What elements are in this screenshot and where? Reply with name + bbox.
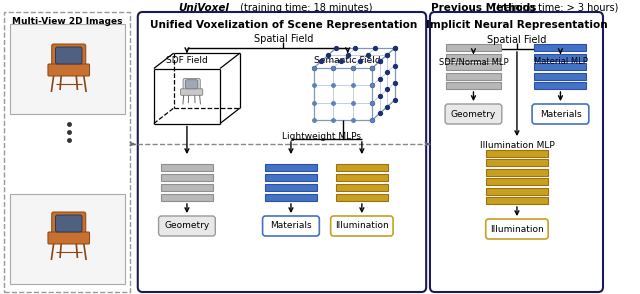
Bar (161, 174, 213, 181)
Text: Previous Methods: Previous Methods (431, 3, 536, 13)
Bar (446, 44, 501, 51)
FancyBboxPatch shape (56, 215, 82, 232)
Bar (486, 168, 548, 176)
Text: Materials: Materials (540, 109, 581, 118)
FancyBboxPatch shape (48, 232, 90, 244)
Bar (161, 184, 213, 191)
FancyBboxPatch shape (445, 104, 502, 124)
Bar (534, 82, 586, 89)
FancyBboxPatch shape (183, 78, 200, 90)
Bar (336, 174, 388, 181)
FancyBboxPatch shape (186, 80, 198, 89)
FancyBboxPatch shape (532, 104, 589, 124)
Bar (446, 73, 501, 79)
FancyBboxPatch shape (52, 212, 86, 234)
Bar (161, 164, 213, 171)
Text: Spatial Field: Spatial Field (487, 35, 547, 45)
FancyBboxPatch shape (331, 216, 393, 236)
Text: Multi-View 2D Images: Multi-View 2D Images (12, 17, 122, 26)
Text: Implicit Neural Representation: Implicit Neural Representation (426, 20, 608, 30)
Bar (4, 12, 130, 292)
Text: Illumination: Illumination (490, 225, 544, 233)
Bar (486, 159, 548, 166)
Bar (446, 63, 501, 70)
Text: UniVoxel: UniVoxel (179, 3, 229, 13)
Bar (265, 194, 317, 201)
Bar (161, 194, 213, 201)
Text: Spatial Field: Spatial Field (253, 34, 313, 44)
Text: Geometry: Geometry (164, 221, 209, 230)
Bar (534, 63, 586, 70)
FancyBboxPatch shape (52, 44, 86, 66)
FancyBboxPatch shape (138, 12, 426, 292)
Bar (534, 54, 586, 61)
Text: (training time: 18 minutes): (training time: 18 minutes) (237, 3, 372, 13)
Bar (486, 178, 548, 185)
FancyBboxPatch shape (430, 12, 603, 292)
Bar (486, 188, 548, 195)
Bar (486, 150, 548, 156)
Text: SDF Field: SDF Field (166, 56, 208, 65)
FancyBboxPatch shape (262, 216, 319, 236)
Text: (training time: > 3 hours): (training time: > 3 hours) (490, 3, 619, 13)
Bar (336, 184, 388, 191)
FancyBboxPatch shape (56, 47, 82, 64)
Bar (336, 194, 388, 201)
Bar (265, 184, 317, 191)
Text: Material MLP: Material MLP (534, 57, 588, 66)
Text: Materials: Materials (270, 221, 312, 230)
Bar (486, 197, 548, 204)
FancyBboxPatch shape (180, 89, 203, 95)
Bar (336, 164, 388, 171)
Text: SDF/Normal MLP: SDF/Normal MLP (438, 57, 508, 66)
Text: Semantic Field: Semantic Field (314, 56, 381, 65)
FancyBboxPatch shape (486, 219, 548, 239)
Bar (534, 73, 586, 79)
Bar (446, 82, 501, 89)
Text: Lightweight MLPs: Lightweight MLPs (282, 132, 361, 141)
Bar (265, 164, 317, 171)
FancyBboxPatch shape (159, 216, 215, 236)
Bar (534, 44, 586, 51)
Text: Geometry: Geometry (451, 109, 496, 118)
Bar (10, 194, 125, 284)
FancyBboxPatch shape (48, 64, 90, 76)
Bar (10, 24, 125, 114)
Bar (265, 174, 317, 181)
Text: Illumination: Illumination (335, 221, 388, 230)
Bar (446, 54, 501, 61)
Text: Unified Voxelization of Scene Representation: Unified Voxelization of Scene Representa… (150, 20, 417, 30)
Text: Illumination MLP: Illumination MLP (479, 141, 554, 150)
